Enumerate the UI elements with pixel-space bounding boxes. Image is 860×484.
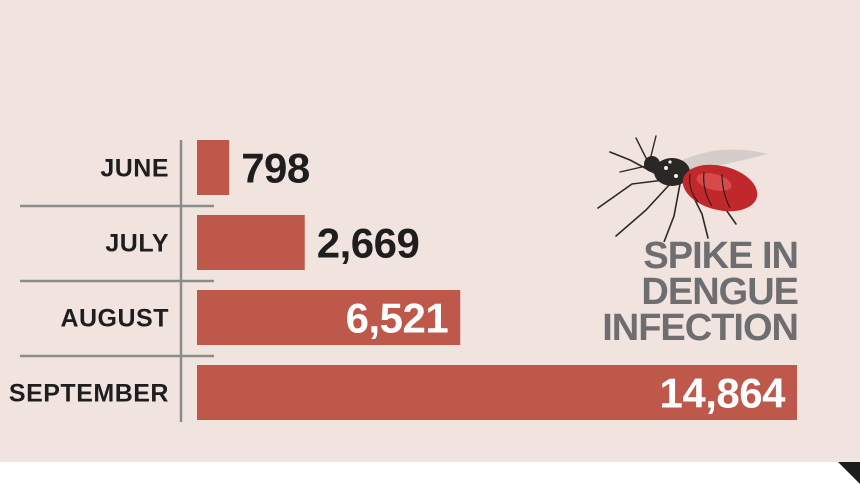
corner-triangle <box>838 462 860 484</box>
category-label-august: AUGUST <box>60 305 169 333</box>
headline-line-3: INFECTION <box>602 307 799 349</box>
value-label-august: 6,521 <box>346 295 449 342</box>
bar-september <box>197 365 797 420</box>
chart-headline: SPIKE IN DENGUE INFECTION <box>602 235 799 349</box>
headline-line-2: DENGUE <box>641 271 799 313</box>
category-label-september: SEPTEMBER <box>9 380 169 408</box>
bar-july <box>197 215 305 270</box>
value-label-september: 14,864 <box>660 370 787 417</box>
mosquito-icon <box>597 135 768 242</box>
value-label-july: 2,669 <box>317 220 420 267</box>
category-label-june: JUNE <box>100 155 169 183</box>
headline-line-1: SPIKE IN <box>643 235 799 277</box>
bar-chart: JUNE 798 JULY 2,669 AUGUST 6,521 SEPTEMBER 14,8… <box>9 140 797 422</box>
bottom-strip <box>0 462 860 484</box>
bar-june <box>197 140 230 195</box>
infographic-canvas: JUNE 798 JULY 2,669 AUGUST 6,521 SEPTEMBER 14,8… <box>0 0 860 462</box>
category-label-july: JULY <box>105 230 169 258</box>
bar-august <box>197 290 461 345</box>
value-label-june: 798 <box>241 145 310 192</box>
